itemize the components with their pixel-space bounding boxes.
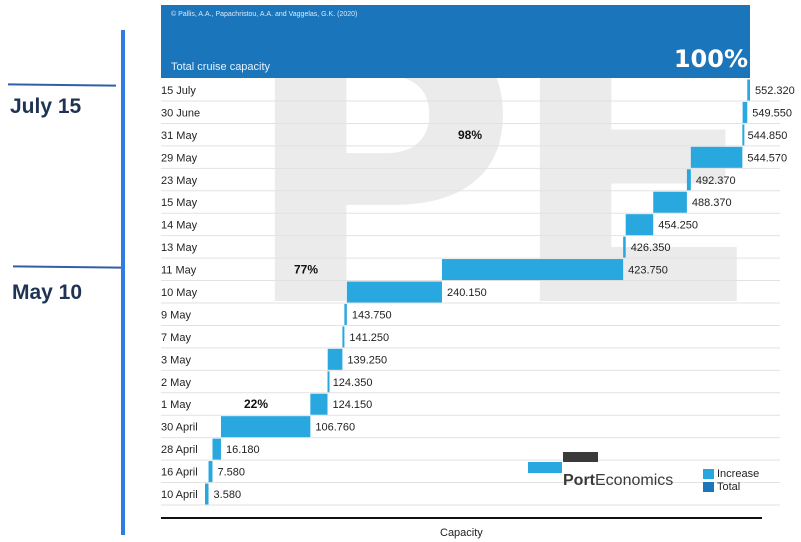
category-label: 10 May xyxy=(161,287,198,299)
chart-header: © Pallis, A.A., Papachristou, A.A. and V… xyxy=(161,5,750,78)
waterfall-bar xyxy=(327,348,343,370)
waterfall-bar xyxy=(208,461,213,483)
category-label: 3 May xyxy=(161,354,191,366)
category-label: 30 April xyxy=(161,422,198,434)
value-label: 544.570 xyxy=(747,152,787,164)
value-label: 106.760 xyxy=(315,422,355,434)
category-label: 23 May xyxy=(161,175,198,187)
waterfall-bar xyxy=(212,438,221,460)
waterfall-bar xyxy=(747,79,750,101)
category-label: 13 May xyxy=(161,242,198,254)
waterfall-bar xyxy=(310,393,328,415)
value-label: 240.150 xyxy=(447,287,487,299)
category-label: 9 May xyxy=(161,309,191,321)
logo-text: PortEconomics xyxy=(563,472,673,490)
waterfall-bar xyxy=(346,281,442,303)
credit-text: © Pallis, A.A., Papachristou, A.A. and V… xyxy=(171,11,358,18)
logo-blue-bar xyxy=(528,462,562,473)
value-label: 7.580 xyxy=(217,467,245,479)
category-label: 10 April xyxy=(161,489,198,501)
logo-text-bold: Port xyxy=(563,472,595,489)
value-label: 3.580 xyxy=(214,489,242,501)
waterfall-bar xyxy=(742,124,745,146)
value-label: 426.350 xyxy=(631,242,671,254)
legend-item-increase: Increase xyxy=(703,467,759,480)
logo-dark-bar xyxy=(563,452,598,462)
x-axis-title: Capacity xyxy=(440,527,483,539)
value-label: 16.180 xyxy=(226,444,260,456)
value-label: 492.370 xyxy=(696,175,736,187)
value-label: 552.320 xyxy=(755,85,795,97)
value-label: 549.550 xyxy=(752,107,792,119)
waterfall-bar xyxy=(623,236,626,258)
total-percentage: 100% xyxy=(673,45,748,73)
waterfall-bar xyxy=(220,416,311,438)
may-10-marker-label: May 10 xyxy=(12,281,83,304)
category-label: 14 May xyxy=(161,220,198,232)
value-label: 143.750 xyxy=(352,309,392,321)
category-label: 1 May xyxy=(161,399,191,411)
waterfall-bar xyxy=(686,169,691,191)
waterfall-bar xyxy=(205,483,209,505)
percentage-annotation: 77% xyxy=(294,263,318,277)
waterfall-bar xyxy=(653,191,687,213)
category-label: 30 June xyxy=(161,107,200,119)
waterfall-bar xyxy=(625,214,654,236)
category-label: 29 May xyxy=(161,152,198,164)
header-title: Total cruise capacity xyxy=(171,61,271,73)
value-label: 544.850 xyxy=(748,130,788,142)
value-label: 139.250 xyxy=(347,354,387,366)
legend-label-total: Total xyxy=(717,480,741,493)
porteconomics-logo: PortEconomics xyxy=(528,452,678,492)
waterfall-bar xyxy=(690,146,743,168)
value-label: 423.750 xyxy=(628,265,668,277)
legend-swatch-increase xyxy=(703,468,714,479)
legend-label-increase: Increase xyxy=(717,467,760,480)
waterfall-bar xyxy=(342,326,345,348)
left-accent-bar xyxy=(121,30,125,535)
category-label: 15 July xyxy=(161,85,196,97)
category-label: 7 May xyxy=(161,332,191,344)
category-label: 15 May xyxy=(161,197,198,209)
july-15-marker-label: July 15 xyxy=(10,95,82,118)
waterfall-bar xyxy=(742,101,748,123)
waterfall-bar xyxy=(344,303,347,325)
legend-swatch-total xyxy=(703,481,714,492)
waterfall-bar xyxy=(441,259,624,281)
value-label: 454.250 xyxy=(658,220,698,232)
chart-legend: Increase Total xyxy=(703,467,759,493)
value-label: 124.350 xyxy=(333,377,373,389)
category-label: 28 April xyxy=(161,444,198,456)
percentage-annotation: 22% xyxy=(244,397,268,411)
logo-text-regular: Economics xyxy=(595,472,674,489)
category-label: 11 May xyxy=(161,265,197,277)
category-label: 16 April xyxy=(161,467,198,479)
category-label: 31 May xyxy=(161,130,198,142)
value-label: 124.150 xyxy=(333,399,373,411)
category-label: 2 May xyxy=(161,377,191,389)
value-label: 141.250 xyxy=(349,332,389,344)
percentage-annotation: 98% xyxy=(458,128,482,142)
legend-item-total: Total xyxy=(703,480,759,493)
value-label: 488.370 xyxy=(692,197,732,209)
waterfall-bar xyxy=(327,371,330,393)
